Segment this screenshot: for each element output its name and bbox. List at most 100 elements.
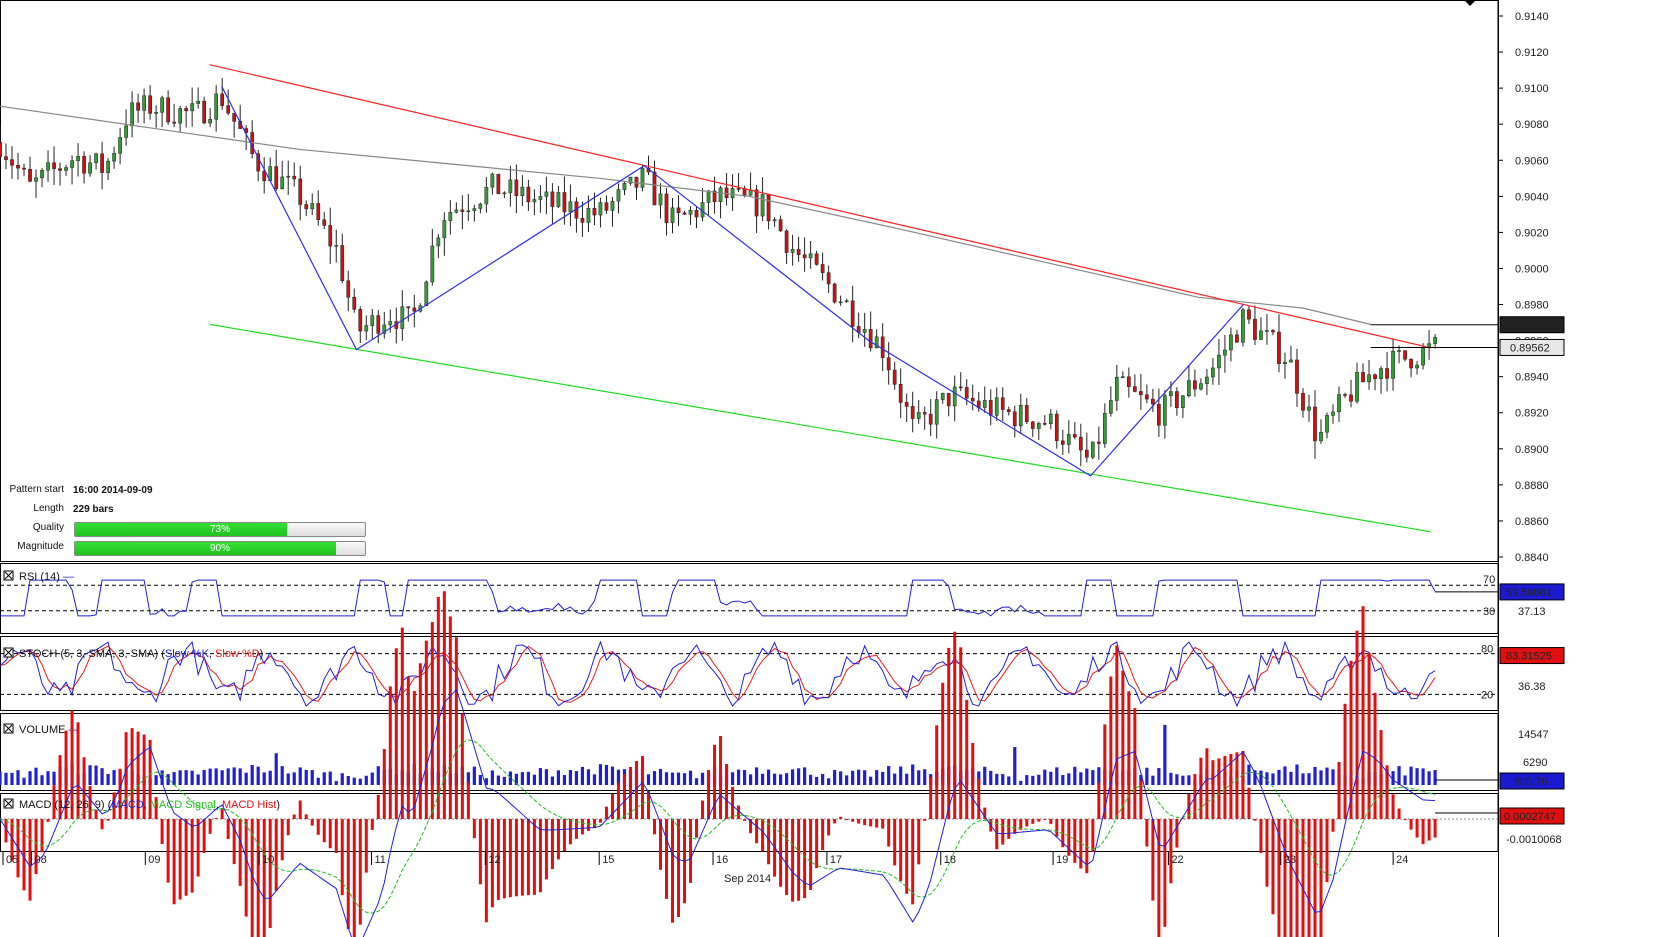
macd-hist-bar bbox=[923, 819, 927, 821]
volume-bar bbox=[815, 776, 819, 785]
volume-bar bbox=[244, 772, 248, 785]
macd-hist-bar bbox=[1283, 819, 1287, 937]
macd-hist-bar bbox=[250, 819, 254, 937]
macd-hist-bar bbox=[124, 732, 128, 819]
candle-up bbox=[1367, 374, 1371, 383]
volume-bar bbox=[1319, 770, 1323, 785]
macd-hist-bar bbox=[502, 819, 506, 899]
candle-down bbox=[910, 406, 915, 419]
macd-hist-bar bbox=[917, 819, 921, 865]
volume-bar bbox=[154, 775, 158, 785]
volume-bar bbox=[46, 771, 50, 785]
macd-hist-bar bbox=[256, 819, 260, 937]
macd-hist-bar bbox=[136, 731, 140, 819]
candle-up bbox=[730, 188, 735, 199]
volume-bar bbox=[166, 774, 170, 785]
volume-bar bbox=[100, 768, 104, 785]
volume-bar bbox=[34, 767, 38, 785]
candle-down bbox=[226, 105, 231, 114]
candle-up bbox=[1397, 350, 1401, 352]
x-tick-label: 09 bbox=[148, 854, 160, 866]
x-tick-label: 05 bbox=[6, 854, 18, 866]
candle-up bbox=[934, 399, 939, 425]
volume-bar bbox=[1397, 766, 1401, 785]
macd-hist-bar bbox=[178, 819, 182, 900]
candle-down bbox=[1361, 372, 1365, 383]
candle-up bbox=[658, 193, 663, 206]
rsi-level-30: 30 bbox=[1483, 606, 1495, 618]
volume-bar bbox=[803, 767, 807, 785]
volume-bar bbox=[1139, 774, 1143, 785]
candle-up bbox=[310, 203, 315, 210]
macd-hist-bar bbox=[586, 819, 590, 831]
macd-hist-bar bbox=[809, 819, 813, 891]
volume-bar bbox=[1313, 766, 1317, 785]
macd-hist-bar bbox=[1031, 819, 1035, 824]
candle-down bbox=[988, 400, 993, 416]
candle-up bbox=[430, 245, 435, 283]
candle-up bbox=[1391, 350, 1395, 379]
volume-bar bbox=[1031, 775, 1035, 785]
candle-up bbox=[196, 100, 200, 104]
candle-up bbox=[1307, 406, 1311, 411]
volume-bar bbox=[304, 769, 308, 785]
macd-hist-bar bbox=[460, 713, 464, 819]
channel-upper-line bbox=[209, 64, 1431, 349]
macd-hist-bar bbox=[334, 819, 338, 854]
macd-hist-bar bbox=[1049, 819, 1053, 824]
stoch-title: STOCH (5, 3, SMA, 3, SMA) (Slow %K, Slow… bbox=[19, 648, 263, 660]
macd-hist-bar bbox=[550, 819, 554, 870]
macd-hist-bar bbox=[82, 757, 86, 819]
volume-bar bbox=[1409, 766, 1413, 785]
macd-hist-bar bbox=[887, 819, 891, 847]
macd-hist-bar bbox=[1055, 819, 1059, 837]
macd-hist-bar bbox=[1217, 758, 1221, 819]
volume-bar bbox=[202, 769, 206, 785]
macd-hist-bar bbox=[208, 819, 212, 834]
volume-bar bbox=[1145, 767, 1149, 785]
macd-hist-bar bbox=[592, 819, 596, 828]
candle-up bbox=[544, 191, 549, 197]
candle-up bbox=[1289, 359, 1293, 363]
candle-down bbox=[880, 336, 885, 358]
candle-up bbox=[1181, 395, 1185, 408]
macd-signal-line bbox=[0, 739, 1436, 914]
candle-down bbox=[322, 219, 327, 226]
candle-down bbox=[52, 162, 56, 169]
macd-hist-bar bbox=[1295, 819, 1299, 937]
volume-bar bbox=[809, 774, 813, 785]
volume-bar bbox=[520, 772, 524, 785]
volume-bar bbox=[646, 774, 651, 785]
macd-hist-bar bbox=[424, 640, 428, 819]
macd-hist-bar bbox=[1271, 819, 1275, 915]
candle-down bbox=[232, 112, 237, 122]
macd-value-label: 0.0002747 bbox=[1504, 811, 1556, 823]
macd-hist-bar bbox=[1373, 692, 1377, 819]
macd-hist-bar bbox=[1169, 819, 1173, 884]
macd-hist-bar bbox=[538, 819, 542, 893]
magnitude-label: Magnitude bbox=[17, 541, 64, 552]
candle-up bbox=[88, 162, 92, 174]
candle-down bbox=[802, 254, 807, 259]
candle-up bbox=[118, 137, 122, 154]
macd-title: MACD (12, 26, 9) (MACD, MACD Signal, MAC… bbox=[19, 799, 280, 811]
volume-bar bbox=[268, 770, 272, 785]
candle-down bbox=[184, 108, 188, 112]
volume-bar bbox=[94, 765, 98, 785]
price-tick-label: 0.9000 bbox=[1515, 263, 1549, 275]
rsi-value-label: 59.50601 bbox=[1506, 587, 1552, 599]
volume-bar bbox=[664, 772, 669, 785]
candle-up bbox=[994, 397, 999, 416]
macd-hist-bar bbox=[1175, 819, 1179, 848]
candle-up bbox=[1102, 413, 1107, 444]
price-tick-label: 0.8840 bbox=[1515, 552, 1549, 564]
macd-hist-bar bbox=[821, 819, 825, 851]
volume-bar bbox=[983, 766, 987, 785]
candle-up bbox=[40, 169, 44, 179]
stoch-level-80: 80 bbox=[1481, 644, 1493, 656]
candle-down bbox=[172, 121, 176, 124]
candle-up bbox=[1379, 368, 1383, 380]
volume-bar bbox=[893, 773, 897, 785]
candle-up bbox=[1319, 431, 1323, 442]
candle-up bbox=[1108, 400, 1113, 414]
